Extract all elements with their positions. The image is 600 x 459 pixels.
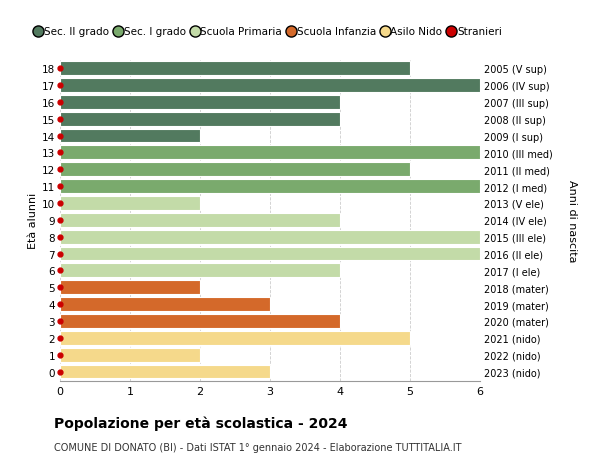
Bar <box>60 331 410 345</box>
Bar <box>60 365 270 379</box>
Bar <box>60 297 270 311</box>
Bar <box>60 196 200 210</box>
Legend: Sec. II grado, Sec. I grado, Scuola Primaria, Scuola Infanzia, Asilo Nido, Stran: Sec. II grado, Sec. I grado, Scuola Prim… <box>32 23 506 41</box>
Bar <box>60 180 480 194</box>
Bar <box>60 95 340 109</box>
Bar <box>60 146 480 160</box>
Text: Popolazione per età scolastica - 2024: Popolazione per età scolastica - 2024 <box>54 415 347 430</box>
Bar <box>60 281 200 295</box>
Bar <box>60 163 410 177</box>
Y-axis label: Anni di nascita: Anni di nascita <box>567 179 577 262</box>
Bar <box>60 129 200 143</box>
Y-axis label: Età alunni: Età alunni <box>28 192 38 248</box>
Text: COMUNE DI DONATO (BI) - Dati ISTAT 1° gennaio 2024 - Elaborazione TUTTITALIA.IT: COMUNE DI DONATO (BI) - Dati ISTAT 1° ge… <box>54 442 461 452</box>
Bar <box>60 79 480 93</box>
Bar <box>60 348 200 362</box>
Bar <box>60 264 340 278</box>
Bar <box>60 213 340 227</box>
Bar <box>60 112 340 126</box>
Bar <box>60 230 480 244</box>
Bar <box>60 62 410 76</box>
Bar <box>60 247 480 261</box>
Bar <box>60 314 340 328</box>
